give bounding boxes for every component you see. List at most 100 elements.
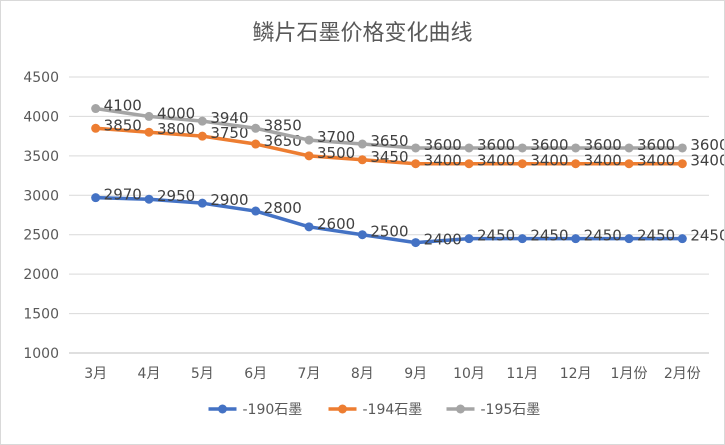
data-point [91,104,101,114]
legend-marker [218,404,227,414]
data-label: 2600 [317,215,355,233]
data-point [357,155,367,165]
data-label: 2800 [264,199,302,217]
data-point [571,159,581,169]
data-label: 3450 [370,148,408,166]
y-tick-label: 2500 [23,228,59,244]
chart-title: 鳞片石墨价格变化曲线 [252,21,473,46]
y-tick-label: 4000 [23,109,59,125]
legend-entry: -194石墨 [363,402,423,418]
x-tick-label: 4月 [138,366,161,382]
data-point [197,198,207,208]
y-tick-label: 2000 [23,267,59,283]
data-point [464,234,474,244]
data-label: 3400 [690,152,724,170]
y-tick-label: 4500 [23,70,59,86]
series-line [93,195,685,245]
data-point [304,151,314,161]
x-tick-label: 11月 [506,366,538,382]
data-label: 2450 [637,227,675,245]
data-label: 2900 [210,191,248,209]
data-label: 3800 [157,120,195,138]
data-point [411,238,421,248]
data-point [144,127,154,137]
data-label: 2450 [584,227,622,245]
data-point [411,143,421,153]
data-point [91,193,101,203]
data-label: 2450 [530,227,568,245]
data-label: 3600 [584,136,622,154]
data-point [571,234,581,244]
data-label: 3400 [584,152,622,170]
data-label: 2950 [157,187,195,205]
data-point [357,230,367,240]
x-tick-label: 8月 [351,366,374,382]
x-tick-label: 6月 [244,366,267,382]
data-point [251,206,261,216]
data-point [144,194,154,204]
data-label: 3940 [210,109,248,127]
data-point [357,139,367,149]
data-label: 2450 [477,227,515,245]
data-label: 3600 [530,136,568,154]
legend-entry: -195石墨 [481,402,541,418]
x-tick-label: 2月份 [664,366,701,382]
data-label: 3750 [210,124,248,142]
x-tick-label: 3月 [84,366,107,382]
x-tick-label: 10月 [453,366,485,382]
x-tick-label: 7月 [298,366,321,382]
x-tick-label: 12月 [560,366,592,382]
y-tick-label: 3500 [23,149,59,165]
data-point [464,143,474,153]
data-point [91,123,101,133]
data-label: 3400 [477,152,515,170]
data-label: 2400 [424,231,462,249]
legend-marker [338,404,347,414]
x-tick-label: 1月份 [611,366,648,382]
data-point [677,159,687,169]
data-label: 2500 [370,223,408,241]
data-label: 3600 [477,136,515,154]
data-point [251,123,261,133]
x-tick-label: 5月 [191,366,214,382]
data-label: 3600 [690,136,724,154]
data-point [624,234,634,244]
data-label: 3600 [637,136,675,154]
data-point [517,159,527,169]
data-point [411,159,421,169]
data-label: 3400 [424,152,462,170]
data-label: 4000 [157,104,195,122]
data-label: 3850 [264,116,302,134]
data-label: 3400 [637,152,675,170]
series-line [93,106,685,150]
data-point [197,131,207,141]
y-tick-label: 3000 [23,188,59,204]
data-point [144,111,154,121]
series-line [93,126,685,166]
data-point [624,143,634,153]
data-point [517,143,527,153]
data-label: 3500 [317,144,355,162]
data-point [677,234,687,244]
data-label: 3600 [424,136,462,154]
data-point [624,159,634,169]
data-point [197,116,207,126]
data-point [251,139,261,149]
data-label: 2450 [690,227,724,245]
data-point [677,143,687,153]
data-point [571,143,581,153]
data-label: 2970 [104,186,142,204]
data-label: 3700 [317,128,355,146]
data-point [304,135,314,145]
data-point [517,234,527,244]
data-label: 4100 [104,97,142,115]
y-tick-label: 1000 [23,346,59,362]
legend-marker [456,404,465,414]
data-point [304,222,314,232]
data-point [464,159,474,169]
legend-entry: -190石墨 [243,402,303,418]
y-tick-label: 1500 [23,307,59,323]
data-label: 3650 [370,132,408,150]
